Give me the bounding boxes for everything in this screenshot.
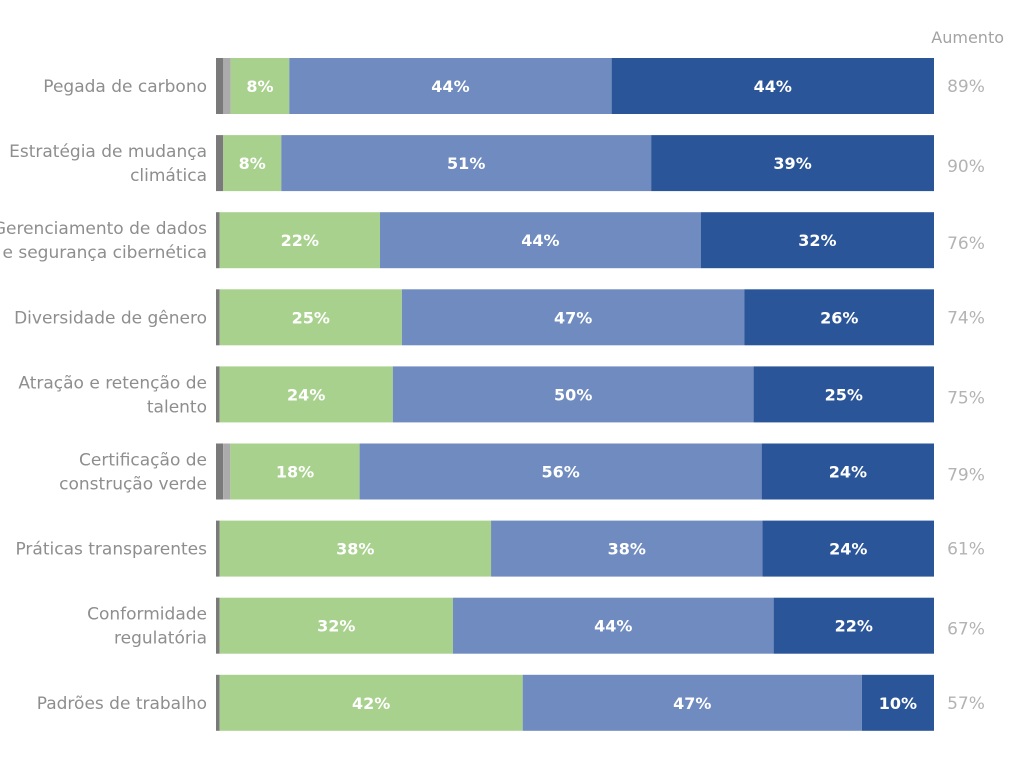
- value-label: 38%: [608, 540, 646, 559]
- category-label: Conformidade: [87, 605, 207, 625]
- bar-segment: [216, 289, 220, 346]
- increase-value: 74%: [947, 308, 985, 328]
- bar-segment: [216, 520, 220, 577]
- category-label: construção verde: [59, 475, 207, 495]
- bar-segment: [611, 58, 934, 114]
- category-label: Padrões de trabalho: [37, 694, 207, 714]
- value-label: 44%: [594, 617, 632, 636]
- value-label: 8%: [246, 77, 273, 96]
- value-label: 24%: [829, 463, 867, 482]
- bar-segment: [216, 443, 224, 500]
- bar-segment: [219, 289, 402, 346]
- bar-segment: [230, 443, 360, 500]
- bar-segment: [651, 135, 934, 192]
- category-label: Estratégia de mudança: [9, 142, 207, 162]
- category-label: Pegada de carbono: [43, 77, 207, 97]
- bar-segment: [223, 443, 231, 500]
- value-label: 24%: [829, 540, 867, 559]
- bar-segment: [773, 597, 934, 654]
- value-label: 56%: [541, 463, 579, 482]
- category-label: regulatória: [114, 629, 207, 649]
- increase-header: Aumento: [931, 28, 1004, 47]
- value-label: 24%: [287, 385, 325, 404]
- bar-segment: [219, 674, 523, 731]
- category-label: Práticas transparentes: [15, 540, 207, 560]
- bar-segment: [219, 212, 381, 269]
- bar-segment: [392, 366, 754, 423]
- value-label: 50%: [554, 385, 592, 404]
- increase-value: 79%: [947, 466, 985, 486]
- bar-segment: [401, 289, 745, 346]
- bar-segment: [861, 674, 934, 731]
- value-label: 39%: [773, 154, 811, 173]
- value-label: 44%: [521, 231, 559, 250]
- increase-value: 89%: [947, 77, 985, 97]
- category-label: Diversidade de gênero: [14, 308, 207, 328]
- bar-segment: [216, 135, 224, 192]
- category-label: climática: [130, 166, 207, 186]
- bar-segment: [216, 366, 220, 423]
- value-label: 44%: [754, 77, 792, 96]
- bar-segment: [491, 520, 763, 577]
- value-label: 51%: [447, 154, 485, 173]
- bar-segment: [380, 212, 701, 269]
- bar-segment: [219, 366, 393, 423]
- bar-segment: [216, 212, 220, 269]
- value-label: 18%: [276, 463, 314, 482]
- value-label: 22%: [281, 231, 319, 250]
- value-label: 25%: [292, 308, 330, 327]
- bar-segment: [223, 135, 282, 192]
- increase-value: 90%: [947, 157, 985, 177]
- bar-segment: [289, 58, 612, 114]
- bar-segment: [522, 674, 862, 731]
- increase-value: 57%: [947, 694, 985, 714]
- bar-segment: [744, 289, 934, 346]
- bar-segment: [762, 520, 934, 577]
- bar-segment: [223, 58, 231, 114]
- value-label: 10%: [879, 694, 917, 713]
- increase-value: 76%: [947, 234, 985, 254]
- value-label: 47%: [554, 308, 592, 327]
- value-label: 38%: [336, 540, 374, 559]
- bar-segment: [219, 520, 492, 577]
- value-label: 44%: [431, 77, 469, 96]
- value-label: 25%: [825, 385, 863, 404]
- bar-segment: [452, 597, 774, 654]
- category-label: e segurança cibernética: [3, 243, 208, 263]
- labels-group: 8% 44% 44% Pegada de carbono 89% 8% 51% 39% Estr…: [0, 77, 985, 714]
- bar-segment: [219, 597, 453, 654]
- category-label: talento: [147, 397, 207, 417]
- category-label: Atração e retenção de: [18, 373, 207, 393]
- value-label: 47%: [673, 694, 711, 713]
- increase-value: 75%: [947, 388, 985, 408]
- bar-segment: [700, 212, 934, 269]
- bar-segment: [761, 443, 934, 500]
- bar-segment: [753, 366, 934, 423]
- bar-segment: [216, 597, 220, 654]
- value-label: 8%: [239, 154, 266, 173]
- value-label: 22%: [835, 617, 873, 636]
- increase-value: 67%: [947, 620, 985, 640]
- value-label: 32%: [798, 231, 836, 250]
- bar-segment: [359, 443, 762, 500]
- value-label: 26%: [820, 308, 858, 327]
- category-label: Certificação de: [79, 451, 207, 471]
- category-label: Gerenciamento de dados: [0, 219, 207, 239]
- bar-segment: [230, 58, 290, 114]
- bar-segment: [216, 674, 220, 731]
- increase-value: 61%: [947, 540, 985, 560]
- bar-segment: [216, 58, 224, 114]
- bars-group: [216, 58, 934, 731]
- value-label: 42%: [352, 694, 390, 713]
- value-label: 32%: [317, 617, 355, 636]
- bar-segment: [281, 135, 652, 192]
